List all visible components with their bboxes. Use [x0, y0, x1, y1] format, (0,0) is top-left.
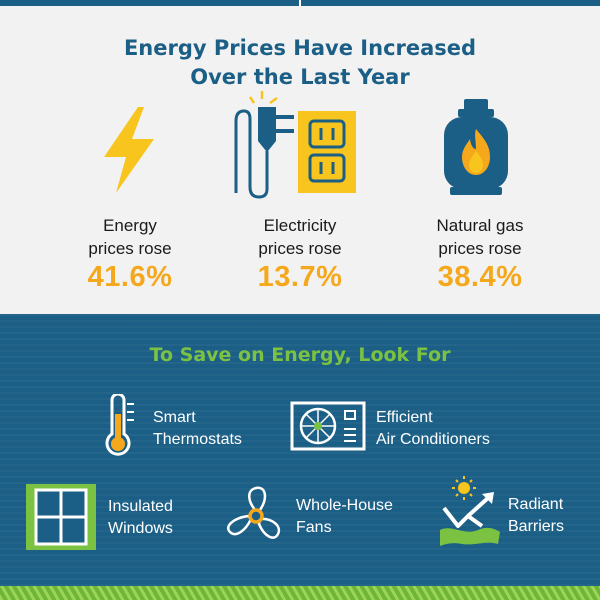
window-icon — [26, 484, 96, 550]
radiant-barrier-icon — [440, 476, 500, 546]
item-whole-house-fans-label: Whole-House Fans — [296, 497, 393, 536]
fan-icon — [227, 486, 281, 539]
item-efficient-air-conditioners-label: Efficient Air Conditioners — [376, 409, 490, 448]
energy-savings-section: To Save on Energy, Look For Smart Thermo… — [0, 314, 600, 586]
savings-title: To Save on Energy, Look For — [149, 344, 451, 366]
air-conditioner-icon — [290, 401, 366, 451]
stat-energy-value: 41.6% — [87, 261, 173, 293]
grass-border — [0, 586, 600, 600]
stat-electricity-value: 13.7% — [257, 261, 343, 293]
energy-prices-section: Energy Prices Have Increased Over the La… — [0, 6, 600, 314]
title-line-2: Over the Last Year — [190, 65, 410, 89]
thermometer-icon — [105, 394, 134, 456]
top-border-mark — [299, 0, 301, 6]
lightning-bolt-icon — [104, 107, 154, 193]
plug-outlet-icon — [234, 91, 356, 199]
item-smart-thermostats-label: Smart Thermostats — [153, 409, 242, 448]
stat-energy-label: Energy prices rose — [88, 216, 172, 258]
stat-natural-gas-label: Natural gas prices rose — [436, 216, 524, 258]
item-insulated-windows-label: Insulated Windows — [108, 498, 173, 537]
page-title: Energy Prices Have Increased Over the La… — [0, 34, 600, 92]
stat-natural-gas-value: 38.4% — [437, 261, 523, 293]
item-radiant-barriers-label: Radiant Barriers — [508, 496, 565, 535]
stat-electricity-label: Electricity prices rose — [258, 216, 342, 258]
title-line-1: Energy Prices Have Increased — [123, 36, 477, 60]
top-border — [0, 0, 600, 6]
gas-tank-icon — [444, 99, 508, 195]
